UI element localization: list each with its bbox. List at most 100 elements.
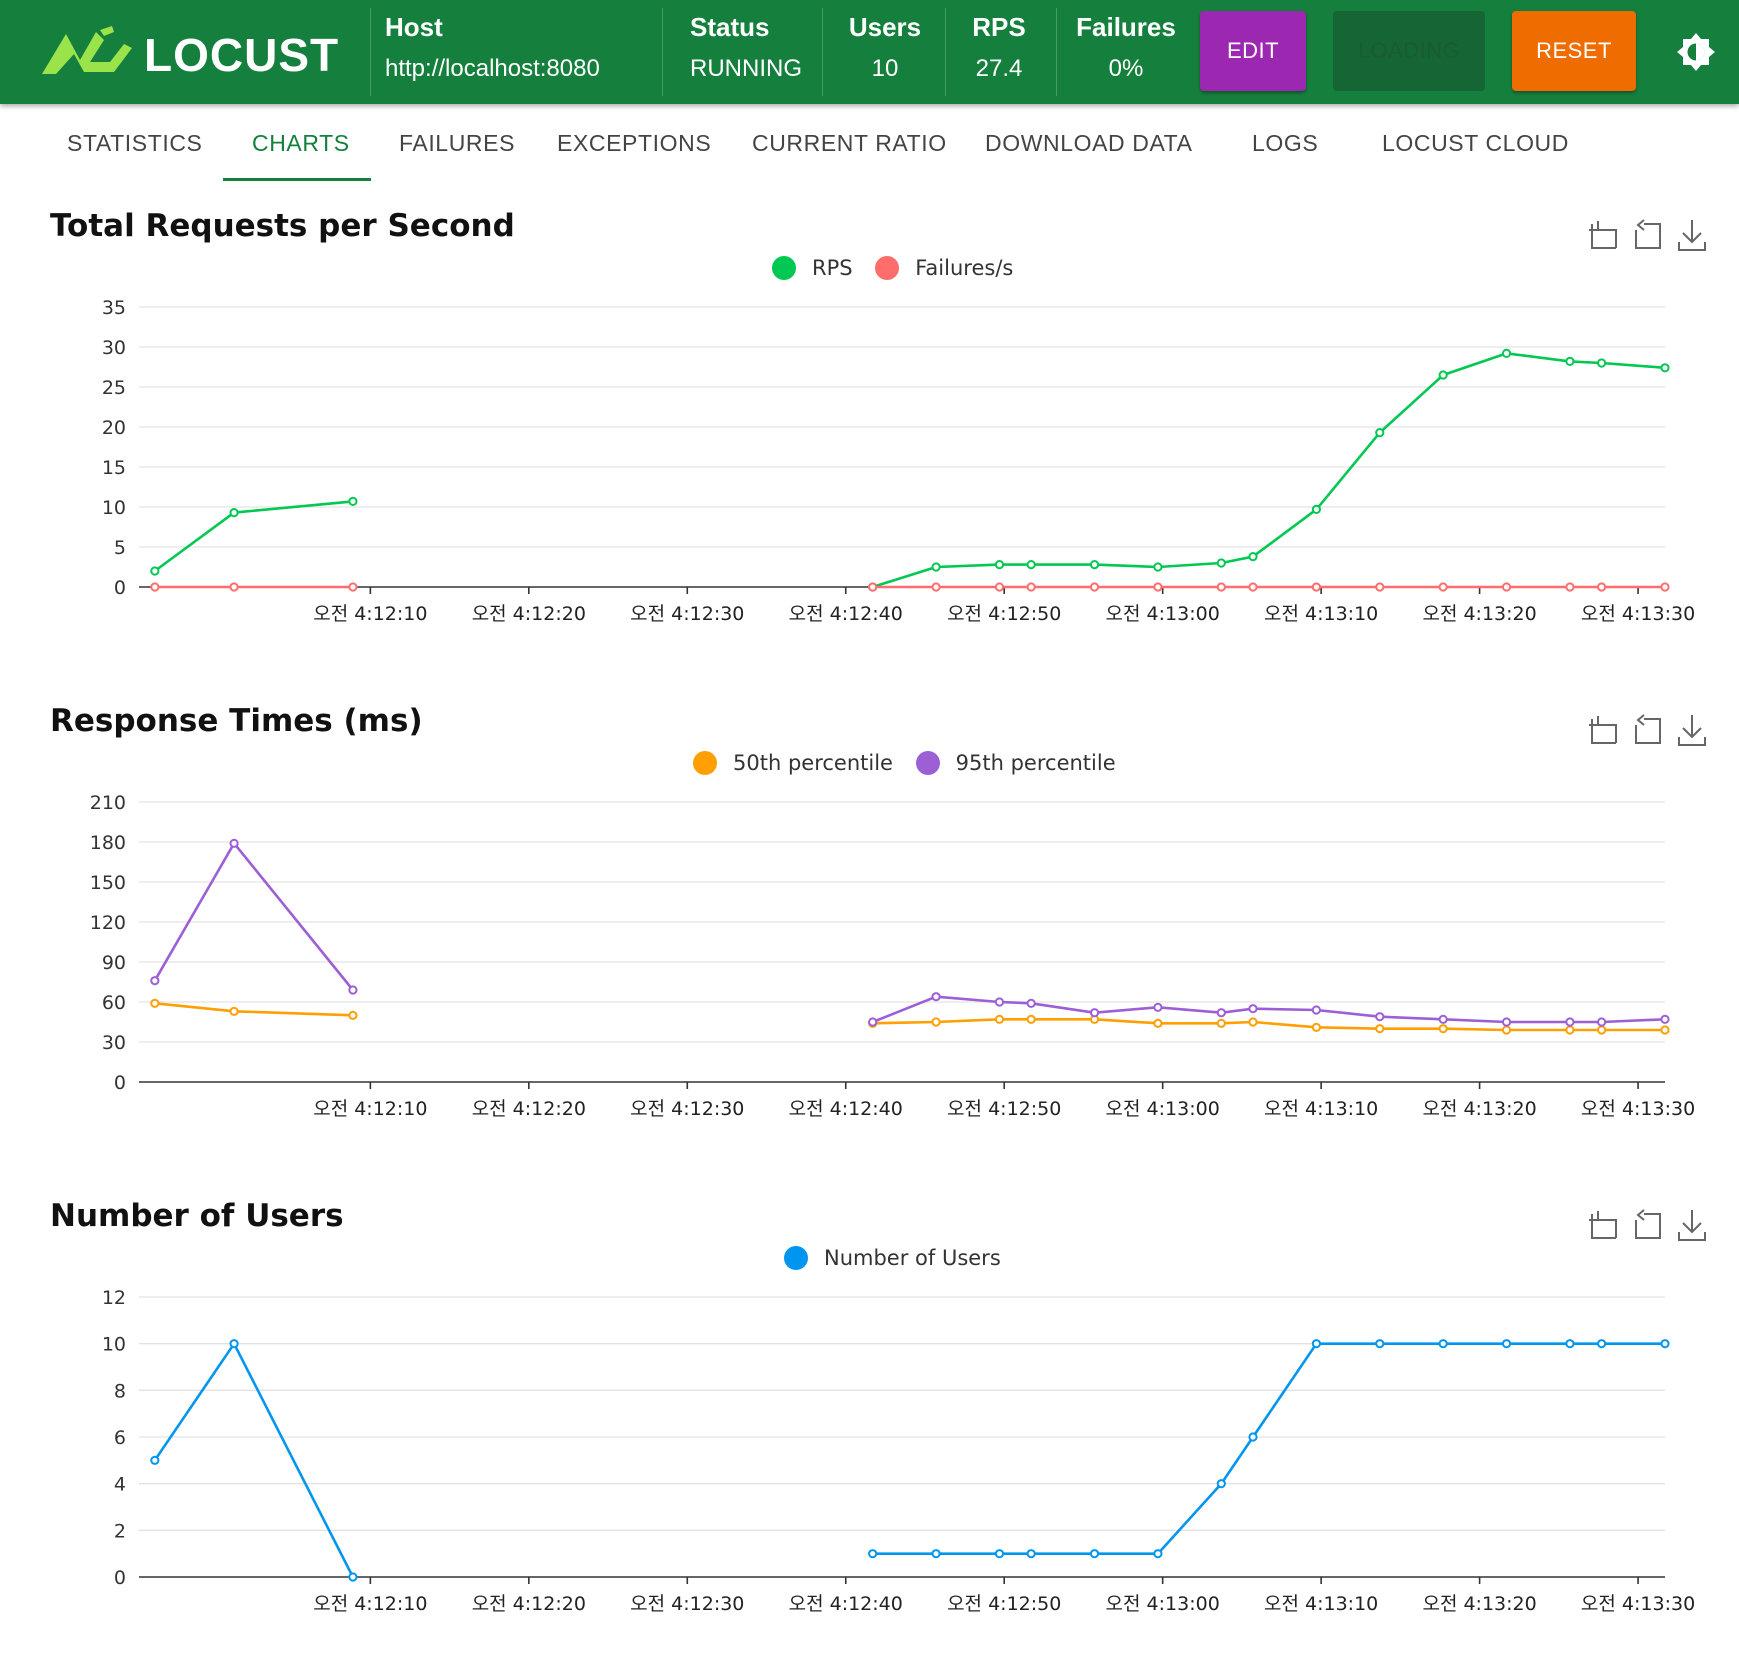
- reset-button[interactable]: RESET: [1512, 11, 1636, 91]
- zoom-icon[interactable]: [1589, 221, 1617, 249]
- tab-charts[interactable]: CHARTS: [252, 130, 350, 156]
- data-point[interactable]: [1375, 428, 1385, 438]
- data-point[interactable]: [1375, 582, 1385, 592]
- data-point[interactable]: [1501, 582, 1512, 592]
- data-point[interactable]: [931, 1017, 941, 1027]
- data-point[interactable]: [1089, 560, 1100, 570]
- data-point[interactable]: [1153, 1018, 1163, 1028]
- data-point[interactable]: [1660, 1339, 1670, 1349]
- data-point[interactable]: [1311, 504, 1321, 514]
- data-point[interactable]: [1438, 1339, 1448, 1349]
- download-icon[interactable]: [1678, 220, 1706, 251]
- data-point[interactable]: [1438, 582, 1448, 592]
- download-icon[interactable]: [1678, 715, 1706, 746]
- data-point[interactable]: [994, 997, 1005, 1007]
- data-point[interactable]: [229, 1006, 239, 1016]
- edit-button[interactable]: EDIT: [1200, 11, 1306, 91]
- data-point[interactable]: [1597, 582, 1607, 592]
- data-point[interactable]: [1597, 1017, 1607, 1027]
- data-point[interactable]: [1089, 582, 1100, 592]
- data-point[interactable]: [868, 1017, 878, 1027]
- data-point[interactable]: [1311, 582, 1321, 592]
- data-point[interactable]: [1153, 1002, 1163, 1012]
- data-point[interactable]: [994, 1549, 1005, 1559]
- data-point[interactable]: [1216, 1008, 1226, 1018]
- restore-icon[interactable]: [1635, 219, 1661, 249]
- data-point[interactable]: [1565, 1339, 1575, 1349]
- data-point[interactable]: [150, 582, 160, 592]
- data-point[interactable]: [1501, 1025, 1512, 1035]
- data-point[interactable]: [1375, 1024, 1385, 1034]
- data-point[interactable]: [348, 582, 358, 592]
- legend-item-failures[interactable]: Failures/s: [875, 255, 1013, 280]
- data-point[interactable]: [1660, 1014, 1670, 1024]
- data-point[interactable]: [1153, 562, 1163, 572]
- data-point[interactable]: [1438, 1014, 1448, 1024]
- data-point[interactable]: [931, 992, 941, 1002]
- data-point[interactable]: [994, 1014, 1005, 1024]
- restore-icon[interactable]: [1635, 1209, 1661, 1239]
- data-point[interactable]: [1597, 1025, 1607, 1035]
- data-point[interactable]: [1026, 560, 1036, 570]
- data-point[interactable]: [150, 976, 160, 986]
- data-point[interactable]: [229, 582, 239, 592]
- data-point[interactable]: [1153, 1549, 1163, 1559]
- data-point[interactable]: [150, 998, 160, 1008]
- data-point[interactable]: [1248, 552, 1258, 562]
- data-point[interactable]: [1660, 582, 1670, 592]
- data-point[interactable]: [931, 582, 941, 592]
- legend-item-users[interactable]: Number of Users: [784, 1245, 1001, 1270]
- data-point[interactable]: [348, 1010, 358, 1020]
- tab-logs[interactable]: LOGS: [1252, 130, 1319, 156]
- data-point[interactable]: [1597, 358, 1607, 368]
- legend-item-p95[interactable]: 95th percentile: [915, 750, 1116, 775]
- zoom-icon[interactable]: [1589, 1211, 1617, 1239]
- data-point[interactable]: [868, 1549, 878, 1559]
- data-point[interactable]: [868, 582, 878, 592]
- data-point[interactable]: [1089, 1008, 1100, 1018]
- data-point[interactable]: [1311, 1022, 1321, 1032]
- tab-exceptions[interactable]: EXCEPTIONS: [557, 130, 712, 156]
- data-point[interactable]: [1501, 348, 1512, 359]
- data-point[interactable]: [1565, 1017, 1575, 1027]
- data-point[interactable]: [1216, 558, 1226, 568]
- theme-toggle-icon[interactable]: [1676, 32, 1716, 72]
- data-point[interactable]: [348, 985, 358, 995]
- data-point[interactable]: [1248, 1017, 1258, 1027]
- data-point[interactable]: [994, 560, 1005, 570]
- data-point[interactable]: [1248, 582, 1258, 592]
- data-point[interactable]: [1248, 1004, 1258, 1014]
- data-point[interactable]: [1660, 1025, 1670, 1035]
- data-point[interactable]: [931, 562, 941, 572]
- data-point[interactable]: [1216, 1479, 1226, 1489]
- data-point[interactable]: [1375, 1339, 1385, 1349]
- data-point[interactable]: [1597, 1339, 1607, 1349]
- data-point[interactable]: [994, 582, 1005, 592]
- tab-download-data[interactable]: DOWNLOAD DATA: [985, 130, 1193, 156]
- data-point[interactable]: [1501, 1339, 1512, 1349]
- data-point[interactable]: [1438, 1024, 1448, 1034]
- tab-failures[interactable]: FAILURES: [399, 130, 516, 156]
- data-point[interactable]: [229, 508, 239, 518]
- data-point[interactable]: [931, 1549, 941, 1559]
- data-point[interactable]: [1565, 582, 1575, 592]
- data-point[interactable]: [1565, 1025, 1575, 1035]
- data-point[interactable]: [1375, 1012, 1385, 1022]
- download-icon[interactable]: [1678, 1210, 1706, 1241]
- data-point[interactable]: [1026, 582, 1036, 592]
- loading-button[interactable]: LOADING: [1333, 11, 1485, 91]
- zoom-icon[interactable]: [1589, 716, 1617, 744]
- data-point[interactable]: [229, 1339, 239, 1349]
- data-point[interactable]: [1438, 370, 1448, 380]
- data-point[interactable]: [1089, 1549, 1100, 1559]
- data-point[interactable]: [1153, 582, 1163, 592]
- data-point[interactable]: [1660, 363, 1670, 373]
- data-point[interactable]: [1565, 356, 1575, 367]
- restore-icon[interactable]: [1635, 714, 1661, 744]
- data-point[interactable]: [1216, 1018, 1226, 1028]
- data-point[interactable]: [1311, 1005, 1321, 1015]
- data-point[interactable]: [229, 838, 239, 848]
- data-point[interactable]: [1026, 1549, 1036, 1559]
- data-point[interactable]: [150, 1455, 160, 1465]
- legend-item-rps[interactable]: RPS: [772, 255, 853, 280]
